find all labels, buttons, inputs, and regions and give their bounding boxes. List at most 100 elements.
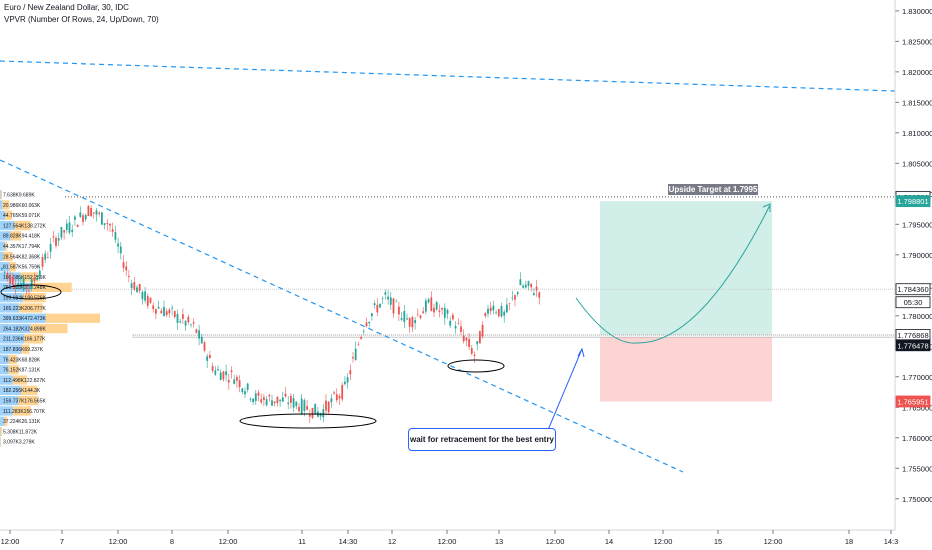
- candle-body: [214, 370, 217, 375]
- candle-body: [184, 320, 187, 326]
- candle-body: [222, 371, 225, 380]
- candle-body: [457, 323, 460, 324]
- vp-bar-down: [5, 210, 12, 220]
- candle-body: [360, 337, 362, 339]
- y-tick-label: 1.765000: [902, 403, 932, 412]
- vp-bar-up: [0, 406, 13, 416]
- candle-body: [244, 391, 246, 395]
- candle-body: [230, 370, 233, 372]
- candle-body: [273, 401, 276, 404]
- candle-body: [384, 292, 387, 295]
- y-tick-label: 1.780000: [902, 312, 932, 321]
- grid: [0, 196, 896, 338]
- candle-body: [533, 293, 535, 296]
- vp-bar-down: [3, 251, 13, 262]
- position-zones: [600, 201, 772, 402]
- candle-body: [168, 309, 171, 314]
- candle-body: [6, 273, 9, 276]
- vp-bar-up: [0, 426, 1, 437]
- candle-body: [219, 372, 222, 381]
- candle-body: [281, 397, 284, 402]
- candle-body: [408, 318, 411, 327]
- candle-body: [349, 370, 352, 375]
- candle-body: [530, 283, 533, 288]
- candle-body: [141, 291, 144, 300]
- price-tag-box: [895, 283, 931, 296]
- candle-body: [357, 344, 360, 346]
- candle-body: [238, 380, 241, 388]
- vp-row-label: 266.588K359.248K: [3, 285, 46, 291]
- candle-body: [30, 279, 33, 290]
- candle-body: [346, 377, 349, 383]
- candle-body: [25, 285, 28, 290]
- x-tick-label: 14: [605, 537, 613, 546]
- candle-body: [476, 341, 479, 345]
- vp-row-label: 81.587K56.759K: [3, 265, 41, 271]
- candle-body: [47, 257, 49, 258]
- candle-body: [65, 223, 68, 230]
- candle-body: [425, 300, 427, 312]
- candle-body: [524, 284, 527, 288]
- vp-bar-up: [0, 241, 6, 251]
- candle-body: [192, 322, 195, 324]
- vp-row-label: 211.236K166.177K: [3, 337, 46, 343]
- vp-bar-up: [0, 251, 4, 262]
- target-label[interactable]: Upside Target at 1.7995: [668, 184, 758, 195]
- vp-bar-down: [14, 220, 31, 231]
- candle-body: [79, 212, 82, 217]
- candle-body: [387, 296, 389, 300]
- vp-bar-down: [0, 426, 2, 437]
- candle-body: [441, 307, 443, 310]
- candle-body: [352, 357, 354, 359]
- vp-row-label: 127.564K138.272K: [3, 223, 46, 229]
- vp-row-label: 20.986K60.063K: [3, 203, 41, 209]
- candle-body: [20, 282, 22, 285]
- vp-row-label: 112.498K122.827K: [3, 378, 46, 384]
- candle-body: [246, 383, 249, 390]
- candle-body: [395, 301, 398, 302]
- candle-body: [333, 392, 335, 394]
- candle-body: [479, 331, 481, 344]
- candle-body: [295, 401, 298, 407]
- candle-body: [149, 297, 152, 303]
- vp-bar-down: [30, 323, 68, 334]
- note-callout[interactable]: wait for retracement for the best entry: [408, 428, 556, 451]
- candle-body: [203, 342, 206, 351]
- candle-body: [327, 401, 330, 413]
- vp-row-label: 182.256K144.3K: [3, 388, 41, 394]
- candle-body: [160, 310, 163, 314]
- candle-body: [95, 210, 98, 215]
- candle-body: [190, 324, 192, 326]
- candle-body: [52, 236, 55, 238]
- symbol-title: Euro / New Zealand Dollar, 30, IDC: [4, 3, 129, 12]
- price-tag-box: [895, 296, 931, 309]
- vp-row-label: 28.564K82.368K: [3, 254, 41, 260]
- candle-body: [60, 227, 63, 238]
- candle-body: [44, 253, 47, 260]
- x-tick-label: 15: [714, 537, 722, 546]
- candle-body: [103, 223, 106, 225]
- vp-bar-down: [12, 406, 31, 416]
- candle-body: [163, 306, 165, 317]
- y-tick-label: 1.815000: [902, 98, 932, 107]
- candle-body: [206, 356, 209, 361]
- candles: [1, 204, 541, 424]
- vp-bar-up: [0, 385, 21, 395]
- candle-body: [92, 212, 95, 214]
- candle-body: [322, 409, 325, 418]
- candle-body: [227, 379, 230, 383]
- candle-body: [416, 313, 419, 315]
- candle-body: [300, 398, 303, 414]
- candle-body: [257, 392, 260, 396]
- candle-body: [465, 337, 468, 341]
- x-tick-label: 14:3: [884, 537, 899, 546]
- candle-body: [236, 376, 238, 381]
- candle-body: [422, 311, 425, 314]
- candle-body: [114, 232, 117, 240]
- vp-bar-down: [18, 396, 39, 406]
- candle-body: [198, 330, 200, 339]
- candle-body: [538, 292, 541, 298]
- candle-body: [389, 297, 392, 305]
- y-tick-label: 1.770000: [902, 373, 932, 382]
